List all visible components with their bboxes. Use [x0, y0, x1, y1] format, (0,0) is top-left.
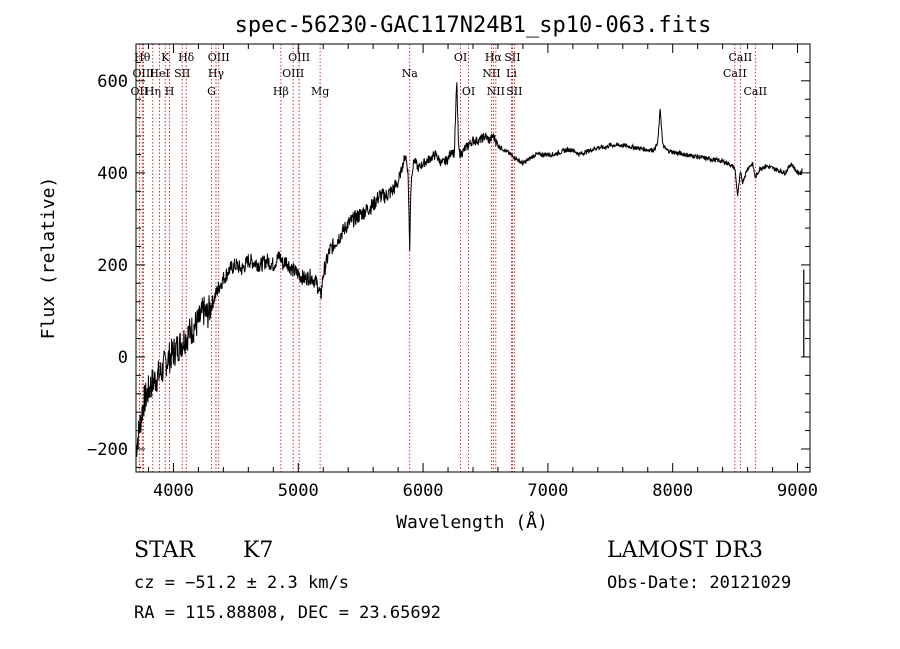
object-class: STAR: [134, 538, 195, 563]
line-markers: OII Hθ OIII Hη HeI K H SII Hδ G Hγ OIII Hβ OIII OIII Mg…: [131, 44, 767, 472]
marker-label-14: OIII: [288, 51, 310, 64]
x-tick-label-2: 6000: [403, 481, 444, 501]
marker-label-21: NII: [487, 85, 505, 98]
marker-label-26: CaII: [729, 51, 753, 64]
x-tick-label-4: 8000: [652, 481, 693, 501]
marker-label-8: Hδ: [178, 51, 195, 64]
marker-label-11: OIII: [208, 51, 230, 64]
marker-label-24: SII: [506, 85, 522, 98]
marker-label-19: NII: [482, 67, 500, 80]
coordinates-readout: RA = 115.88808, DEC = 23.65692: [134, 603, 442, 623]
y-tick-label-4: 600: [97, 72, 128, 92]
y-tick-label-0: −200: [87, 440, 128, 460]
marker-label-15: Mg: [311, 85, 329, 98]
obs-date: Obs-Date: 20121029: [607, 573, 792, 593]
y-tick-label-2: 200: [97, 256, 128, 276]
marker-label-23: Li: [506, 67, 517, 80]
x-tick-label-5: 9000: [777, 481, 818, 501]
marker-label-27: CaII: [743, 85, 767, 98]
y-axis-label: Flux (relative): [38, 177, 59, 340]
marker-label-4: HeI: [149, 67, 169, 80]
marker-label-2: OIII: [132, 67, 154, 80]
marker-label-22: SII: [504, 51, 520, 64]
axis-ticks: 4000 5000 6000 7000 8000 9000 −200 0 200 400 600: [87, 44, 818, 501]
x-axis-label: Wavelength (Å): [396, 511, 548, 533]
marker-label-6: H: [165, 85, 175, 98]
marker-label-12: Hβ: [273, 85, 289, 98]
marker-label-5: K: [161, 51, 170, 64]
marker-label-9: G: [207, 85, 216, 98]
spectrum-layer: [135, 82, 805, 457]
x-tick-label-0: 4000: [153, 481, 194, 501]
marker-label-16: Na: [402, 67, 419, 80]
object-subclass: K7: [243, 538, 274, 563]
marker-label-18: OI: [462, 85, 475, 98]
y-tick-label-1: 0: [118, 348, 128, 368]
y-tick-label-3: 400: [97, 164, 128, 184]
chart-title: spec-56230-GAC117N24B1_sp10-063.fits: [235, 13, 712, 38]
marker-label-10: Hγ: [208, 67, 225, 80]
x-tick-label-3: 7000: [527, 481, 568, 501]
spectrum-line: [135, 82, 803, 457]
marker-label-20: Hα: [485, 51, 503, 64]
survey-name: LAMOST DR3: [607, 538, 763, 563]
plot-frame: [135, 43, 811, 473]
marker-label-1: Hθ: [134, 51, 151, 64]
velocity-readout: cz = −51.2 ± 2.3 km/s: [134, 573, 349, 593]
marker-label-13: OIII: [282, 67, 304, 80]
marker-label-0: OII: [131, 85, 149, 98]
marker-label-3: Hη: [145, 85, 161, 98]
marker-label-17: OI: [454, 51, 467, 64]
marker-label-7: SII: [174, 67, 190, 80]
marker-label-25: CaII: [723, 67, 747, 80]
x-tick-label-1: 5000: [278, 481, 319, 501]
